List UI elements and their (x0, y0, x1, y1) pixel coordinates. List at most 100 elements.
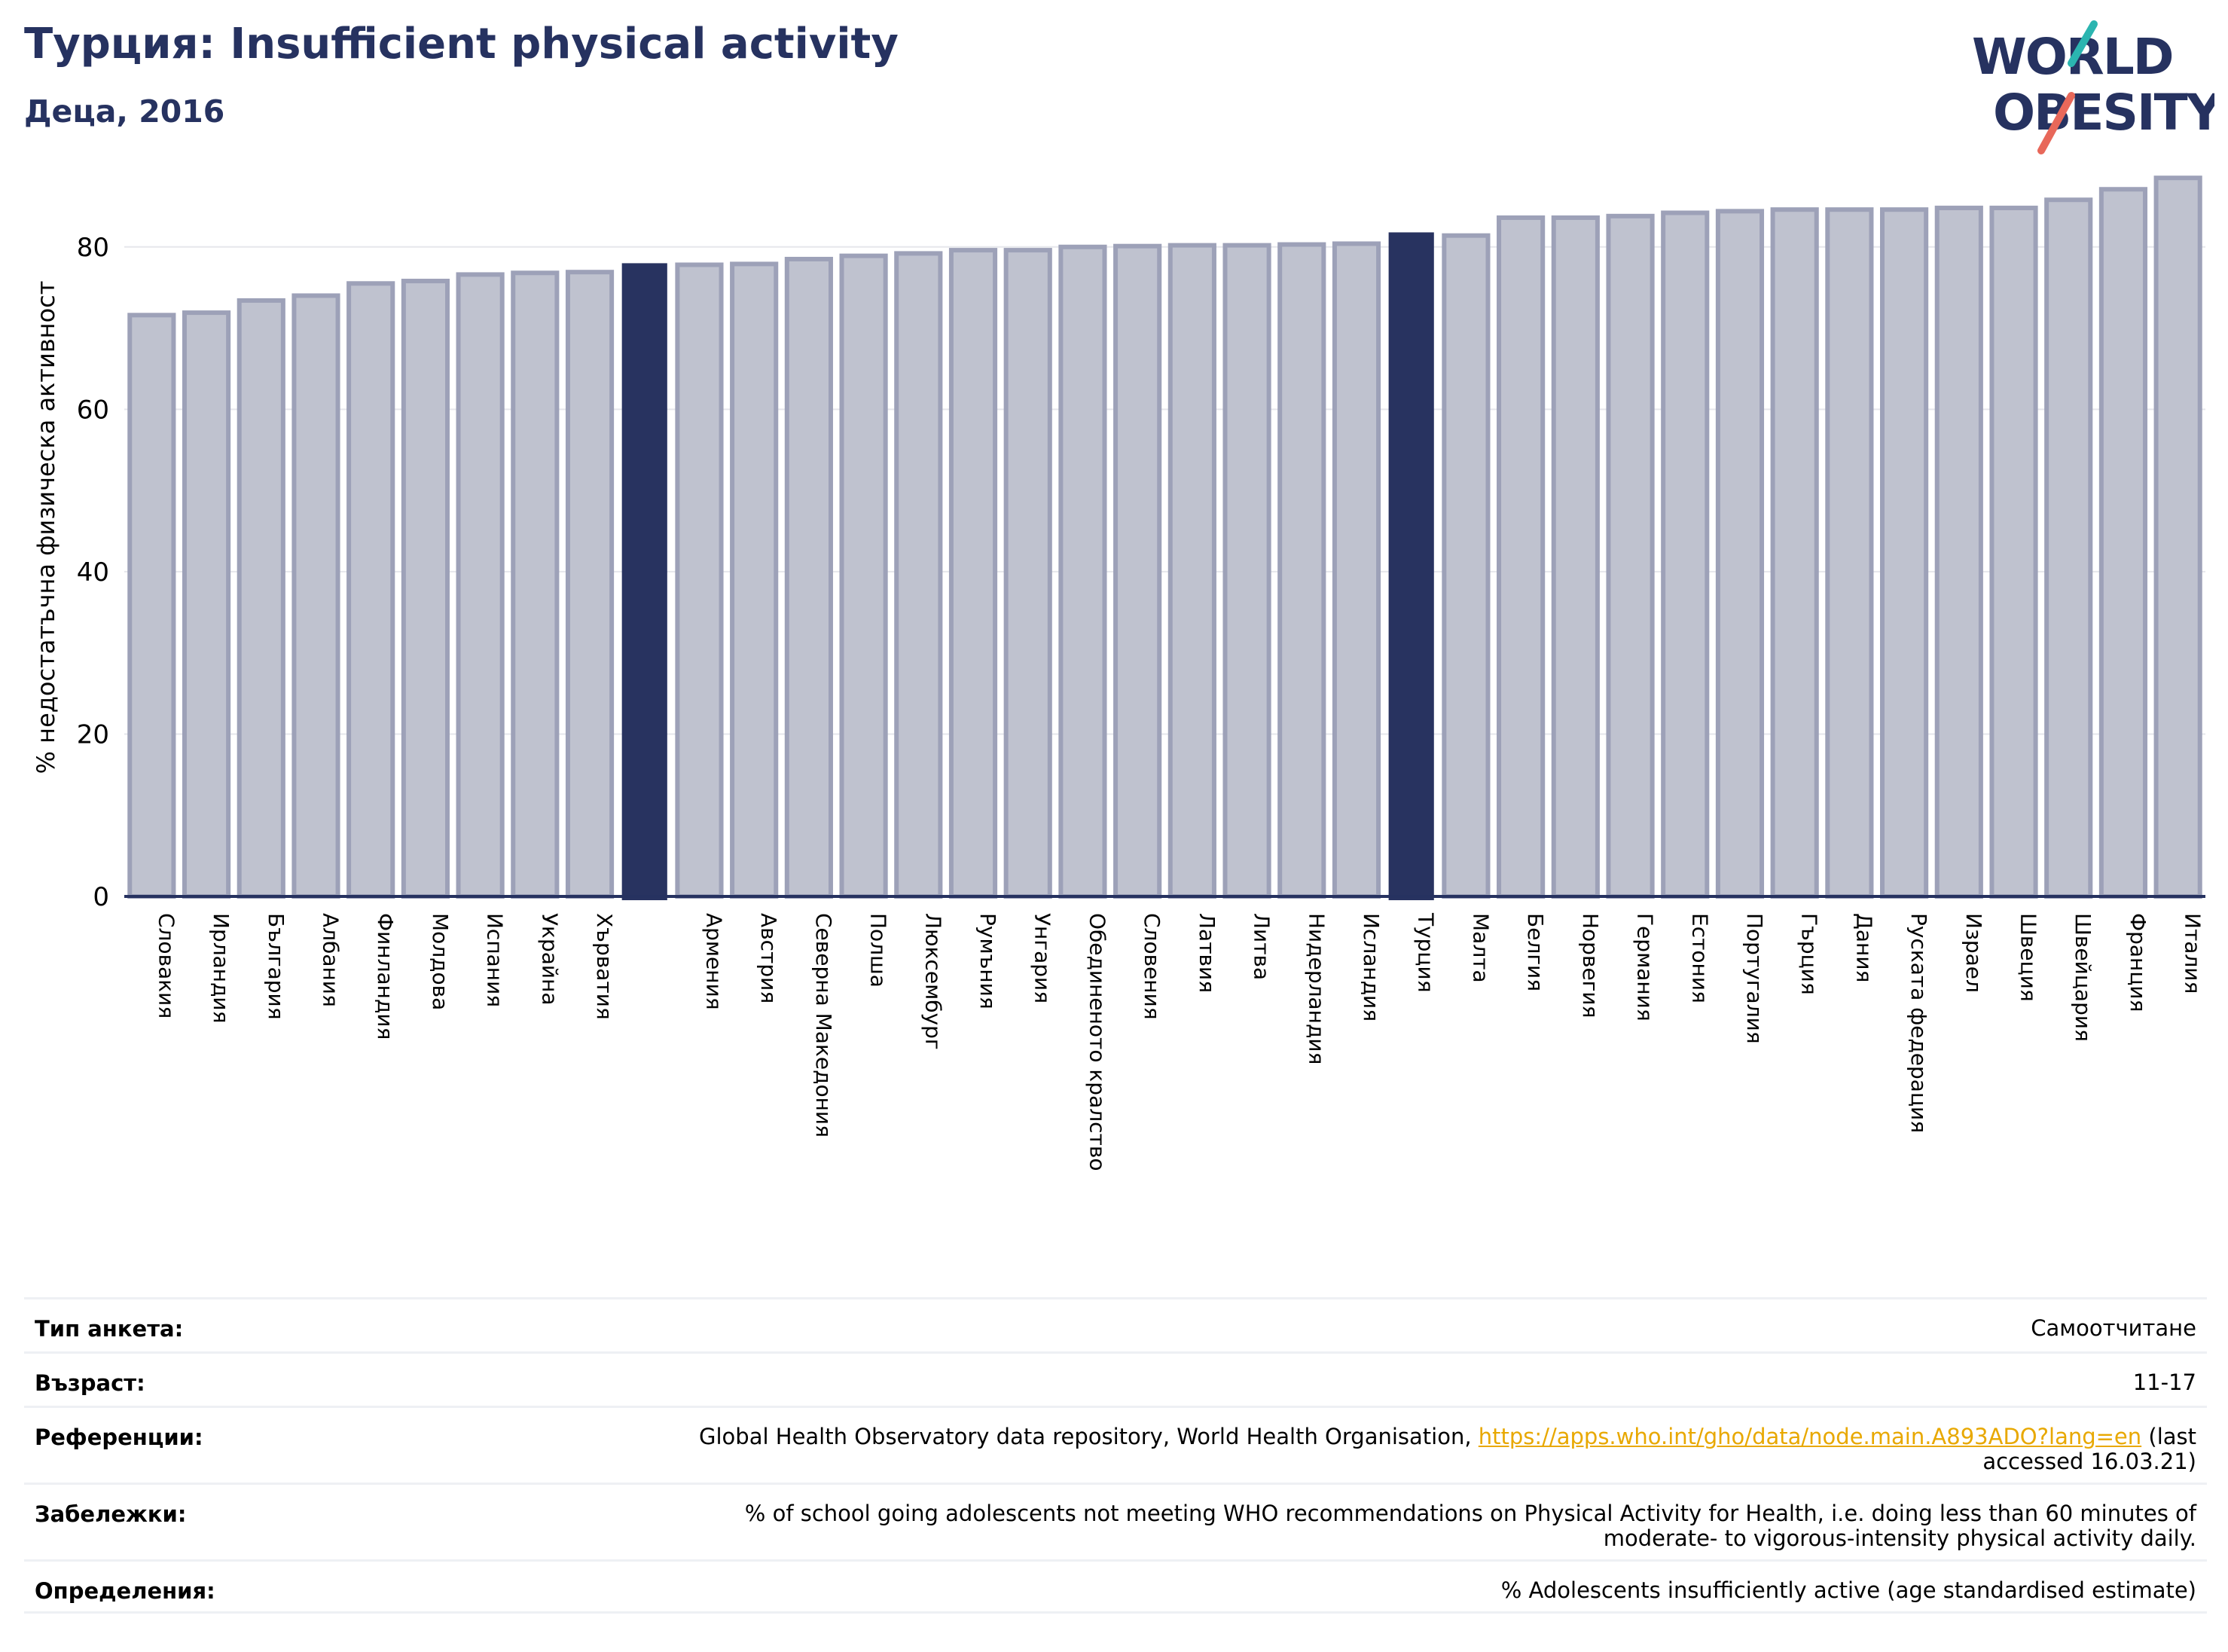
logo-slash-teal (2068, 20, 2098, 67)
x-tick-label: Португалия (1742, 913, 1767, 1044)
x-tick-label: Унгария (1030, 913, 1055, 1003)
info-label: Определения: (35, 1578, 215, 1604)
info-value-line: 11-17 (2132, 1370, 2196, 1395)
bar (1497, 215, 1546, 899)
bar (894, 251, 943, 899)
reference-suffix: (last (2141, 1424, 2196, 1449)
bar (1934, 206, 1983, 899)
x-tick-label: Израел (1961, 913, 1986, 993)
reference-text: Global Health Observatory data repositor… (699, 1424, 1479, 1449)
bar (1277, 242, 1326, 899)
page-subtitle: Деца, 2016 (24, 93, 225, 130)
bar (2044, 197, 2093, 899)
x-tick-label: Словакия (154, 913, 179, 1018)
x-tick-label: Испания (483, 913, 508, 1007)
x-tick-label: Нидерландия (1304, 913, 1329, 1064)
axes: 0 20 40 60 80 (77, 233, 2205, 912)
x-tick-label: Естония (1687, 913, 1712, 1003)
x-tick-label: Руската федерация (1906, 913, 1931, 1133)
bar (182, 310, 231, 899)
info-row: Референции: Global Health Observatory dat… (24, 1406, 2207, 1483)
info-value: % of school going adolescents not meetin… (745, 1501, 2196, 1551)
bar (511, 270, 560, 899)
x-tick-label: Румъния (975, 913, 1000, 1009)
x-tick-label: Албания (318, 913, 343, 1007)
bar (675, 262, 724, 899)
info-value: % Adolescents insufficiently active (age… (1501, 1578, 2196, 1603)
x-tick-label: Хърватия (592, 913, 617, 1020)
page-title: Турция: Insufficient physical activity (24, 20, 899, 69)
bar (1825, 207, 1874, 899)
x-tick-label: Латвия (1195, 913, 1219, 993)
bar (237, 298, 285, 899)
x-tick-label: Швейцария (2071, 913, 2095, 1042)
x-tick-label: Ирландия (209, 913, 233, 1023)
bar (839, 253, 888, 899)
bar (456, 272, 505, 899)
bar (2153, 176, 2202, 899)
bars (127, 176, 2202, 900)
bar (948, 248, 998, 899)
logo-slash-coral (2037, 92, 2075, 154)
y-tick-label: 20 (77, 719, 109, 750)
info-value: 11-17 (2133, 1370, 2196, 1395)
y-axis-label: % недостатъчна физическа активност (32, 281, 60, 774)
bar (1003, 248, 1052, 899)
x-tick-label: Словения (1140, 913, 1164, 1020)
bar (401, 279, 450, 899)
y-tick-label: 60 (77, 395, 109, 425)
bar (1880, 207, 1929, 899)
x-tick-label: Финландия (373, 913, 398, 1040)
info-row: Определения: % Adolescents insufficiently… (24, 1559, 2207, 1614)
info-value-line: % Adolescents insufficiently active (age… (1500, 1577, 2196, 1603)
y-tick-label: 0 (93, 882, 109, 912)
bar (1551, 215, 1600, 899)
bar-highlighted (1388, 232, 1434, 900)
bar-highlighted (621, 263, 667, 900)
x-tick-label: Армения (701, 913, 726, 1010)
x-tick-label: Обединеното кралство (1085, 913, 1109, 1171)
bar (1770, 207, 1819, 899)
x-tick-label: Литва (1250, 913, 1274, 980)
bar (346, 281, 395, 899)
bar (730, 261, 779, 899)
bar (1058, 244, 1107, 899)
info-value-line: accessed 16.03.21) (1982, 1449, 2196, 1474)
info-value-line: Самоотчитане (2031, 1315, 2196, 1341)
x-tick-label: Северна Македония (811, 913, 836, 1137)
x-tick-label: Малта (1468, 913, 1493, 983)
bar (565, 270, 615, 899)
y-tick-label: 40 (77, 557, 109, 588)
info-label: Референции: (35, 1425, 203, 1450)
x-tick-label: Исландия (1359, 913, 1384, 1021)
x-tick-label: Белгия (1523, 913, 1548, 991)
category-labels: Словакия Ирландия България Албания Финландия… (154, 912, 2205, 1171)
bar (1113, 243, 1162, 899)
bar (1606, 213, 1655, 899)
x-tick-label: Турция (1414, 912, 1439, 993)
y-tick-label: 80 (77, 233, 109, 263)
info-value-line: Global Health Observatory data repositor… (699, 1425, 2196, 1449)
bar (1222, 243, 1271, 899)
info-row: Възраст: 11-17 (24, 1351, 2207, 1406)
x-tick-label: Молдова (428, 913, 453, 1010)
info-label: Тип анкета: (35, 1316, 184, 1342)
bar (784, 256, 833, 899)
info-label: Забележки: (35, 1501, 187, 1527)
bar (1167, 243, 1216, 899)
bar (1661, 210, 1710, 899)
info-label: Възраст: (35, 1370, 145, 1396)
x-tick-label: Италия (2181, 913, 2205, 994)
bar-chart: 0 20 40 60 80 Словакия Ирландия България Албани… (32, 176, 2205, 1171)
x-tick-label: Дания (1851, 913, 1876, 982)
reference-link[interactable]: https://apps.who.int/gho/data/node.main.… (1478, 1424, 2142, 1449)
x-tick-label: Полша (866, 913, 891, 988)
bar (1989, 206, 2038, 899)
info-row: Забележки: % of school going adolescents … (24, 1483, 2207, 1559)
x-tick-label: Гърция (1797, 913, 1822, 995)
logo-line2: OBESITY (1993, 84, 2214, 142)
x-tick-label: Люксембург (920, 913, 945, 1050)
x-tick-label: Украйна (537, 913, 562, 1006)
info-value: Самоотчитане (2031, 1316, 2196, 1341)
x-tick-label: Швеция (2016, 913, 2041, 1002)
